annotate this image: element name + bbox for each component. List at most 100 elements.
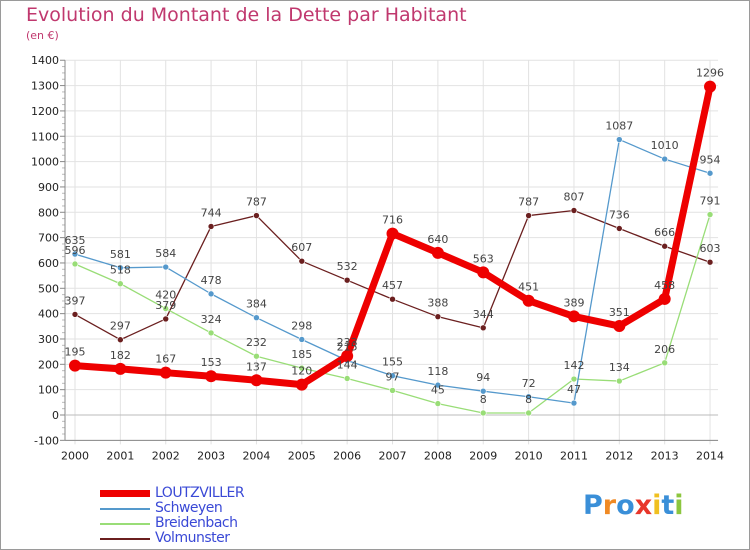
data-label-loutzviller: 1296 (696, 67, 724, 80)
data-point-volmunster (616, 225, 623, 232)
data-point-schweyen (706, 169, 714, 177)
x-tick-label: 2010 (515, 449, 543, 462)
y-tick-label: 200 (38, 358, 59, 371)
data-label-schweyen: 118 (427, 365, 448, 378)
x-tick-label: 2011 (560, 449, 588, 462)
data-label-schweyen: 1010 (651, 139, 679, 152)
legend-label-volmunster: Volmunster (155, 530, 230, 546)
y-tick-label: 1000 (31, 156, 59, 169)
data-point-breidenbach (343, 375, 351, 382)
data-label-loutzviller: 120 (291, 365, 312, 378)
x-tick-label: 2009 (469, 449, 497, 462)
data-label-volmunster: 744 (201, 206, 222, 219)
x-tick-label: 2003 (197, 449, 225, 462)
data-label-loutzviller: 195 (65, 346, 86, 359)
data-point-schweyen (525, 393, 532, 401)
data-label-schweyen: 478 (201, 274, 222, 287)
data-point-volmunster (525, 212, 532, 219)
data-label-schweyen: 584 (155, 247, 176, 260)
data-point-schweyen (253, 314, 260, 321)
data-label-volmunster: 344 (473, 308, 494, 321)
data-point-breidenbach (570, 375, 578, 383)
legend-swatch-loutzviller (100, 490, 150, 497)
data-point-volmunster (117, 336, 124, 344)
x-tick-label: 2004 (242, 449, 270, 462)
data-point-loutzviller (431, 246, 444, 259)
data-label-schweyen: 155 (382, 356, 403, 369)
data-label-breidenbach: 324 (201, 313, 222, 326)
data-label-schweyen: 954 (700, 153, 721, 166)
data-point-volmunster (298, 257, 306, 265)
x-tick-label: 2012 (605, 449, 633, 462)
data-label-volmunster: 457 (382, 279, 403, 292)
legend-label-schweyen: Schweyen (155, 500, 223, 516)
data-point-breidenbach (525, 409, 532, 417)
data-point-volmunster (343, 276, 351, 284)
data-label-volmunster: 807 (563, 191, 584, 204)
data-point-breidenbach (253, 352, 260, 360)
data-point-breidenbach (298, 364, 306, 372)
data-label-volmunster: 388 (427, 297, 448, 310)
data-label-breidenbach: 8 (480, 393, 487, 406)
data-point-schweyen (479, 387, 487, 395)
data-label-loutzviller: 182 (110, 349, 131, 362)
data-label-volmunster: 397 (65, 294, 86, 307)
data-label-loutzviller: 233 (337, 336, 358, 349)
data-label-schweyen: 298 (291, 319, 312, 332)
data-label-breidenbach: 97 (386, 370, 400, 383)
legend-swatch-volmunster (100, 538, 150, 540)
y-tick-label: 1200 (31, 105, 59, 118)
data-point-loutzviller (250, 374, 263, 387)
data-point-volmunster (162, 315, 170, 323)
data-point-volmunster (253, 212, 260, 219)
data-label-breidenbach: 420 (155, 289, 176, 302)
data-label-volmunster: 666 (654, 226, 675, 239)
data-label-breidenbach: 8 (525, 393, 532, 406)
data-point-volmunster (207, 223, 215, 230)
proxiti-logo-letter: o (616, 490, 635, 521)
data-label-breidenbach: 134 (609, 361, 630, 374)
data-point-volmunster (661, 242, 668, 250)
data-label-schweyen: 635 (65, 234, 86, 247)
data-label-volmunster: 297 (110, 320, 131, 333)
y-tick-label: -100 (34, 434, 59, 447)
data-label-breidenbach: 791 (700, 195, 721, 208)
proxiti-logo-letter: x (634, 490, 653, 521)
data-label-schweyen: 384 (246, 298, 267, 311)
data-label-loutzviller: 451 (518, 281, 539, 294)
data-point-breidenbach (389, 387, 396, 394)
data-point-loutzviller (704, 80, 717, 93)
data-label-schweyen: 72 (522, 377, 536, 390)
data-point-loutzviller (386, 227, 399, 240)
data-label-loutzviller: 640 (427, 233, 448, 246)
data-label-loutzviller: 716 (382, 214, 403, 227)
data-label-volmunster: 787 (518, 196, 539, 209)
y-tick-label: 800 (38, 206, 59, 219)
data-point-schweyen (616, 136, 623, 143)
x-tick-label: 2014 (696, 449, 724, 462)
x-tick-label: 2002 (152, 449, 180, 462)
y-tick-label: 700 (38, 232, 59, 245)
data-point-loutzviller (341, 349, 354, 362)
y-tick-label: 0 (52, 409, 59, 422)
y-tick-label: 900 (38, 181, 59, 194)
data-point-schweyen (570, 399, 578, 407)
legend-swatch-breidenbach (100, 523, 150, 525)
data-point-loutzviller (69, 359, 81, 372)
data-point-volmunster (71, 311, 79, 318)
data-label-loutzviller: 153 (201, 356, 222, 369)
proxiti-logo: Proxiti (583, 490, 684, 521)
data-point-volmunster (479, 324, 487, 332)
y-tick-label: 500 (38, 282, 59, 295)
data-point-loutzviller (658, 292, 671, 305)
data-label-volmunster: 379 (155, 299, 176, 312)
data-label-loutzviller: 137 (246, 360, 267, 373)
data-label-breidenbach: 232 (246, 336, 267, 349)
y-tick-label: 400 (38, 308, 59, 321)
data-point-volmunster (570, 207, 578, 214)
x-tick-label: 2005 (288, 449, 316, 462)
legend-label-breidenbach: Breidenbach (155, 515, 238, 531)
data-point-loutzviller (205, 370, 218, 383)
data-label-breidenbach: 45 (431, 384, 445, 397)
x-tick-label: 2008 (424, 449, 452, 462)
